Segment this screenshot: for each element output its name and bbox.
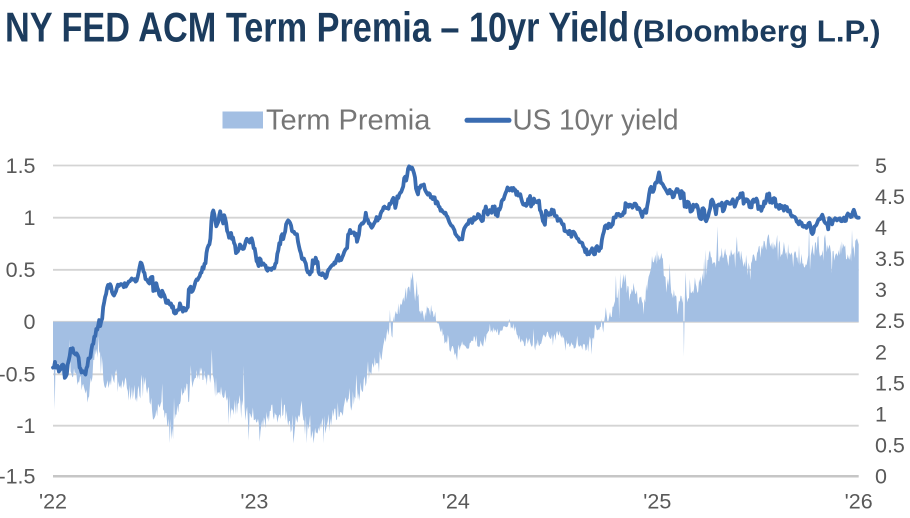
svg-text:3.5: 3.5 bbox=[875, 247, 905, 271]
svg-text:1: 1 bbox=[875, 402, 887, 426]
svg-text:0.5: 0.5 bbox=[875, 434, 905, 458]
svg-text:1: 1 bbox=[24, 206, 36, 230]
svg-text:'26: '26 bbox=[845, 490, 873, 514]
svg-text:1.5: 1.5 bbox=[875, 371, 905, 395]
svg-text:3: 3 bbox=[875, 278, 887, 302]
svg-text:Term Premia: Term Premia bbox=[266, 105, 431, 137]
svg-text:NY FED ACM Term Premia – 10yr: NY FED ACM Term Premia – 10yr Yield bbox=[5, 4, 629, 51]
svg-text:0.5: 0.5 bbox=[6, 258, 36, 282]
svg-text:2: 2 bbox=[875, 340, 887, 364]
svg-text:-1.5: -1.5 bbox=[0, 465, 36, 489]
svg-text:4.5: 4.5 bbox=[875, 185, 905, 209]
svg-text:-0.5: -0.5 bbox=[0, 363, 36, 387]
svg-text:'22: '22 bbox=[39, 490, 67, 514]
svg-text:5: 5 bbox=[875, 154, 887, 178]
svg-text:'25: '25 bbox=[643, 490, 671, 514]
svg-text:'23: '23 bbox=[240, 490, 268, 514]
svg-text:2.5: 2.5 bbox=[875, 309, 905, 333]
svg-text:0: 0 bbox=[875, 465, 887, 489]
svg-text:(Bloomberg L.P.): (Bloomberg L.P.) bbox=[633, 14, 881, 49]
svg-text:-1: -1 bbox=[16, 414, 35, 438]
svg-text:'24: '24 bbox=[442, 490, 470, 514]
svg-text:4: 4 bbox=[875, 216, 887, 240]
svg-text:0: 0 bbox=[24, 310, 36, 334]
svg-text:US 10yr yield: US 10yr yield bbox=[513, 105, 679, 137]
svg-text:1.5: 1.5 bbox=[6, 154, 36, 178]
